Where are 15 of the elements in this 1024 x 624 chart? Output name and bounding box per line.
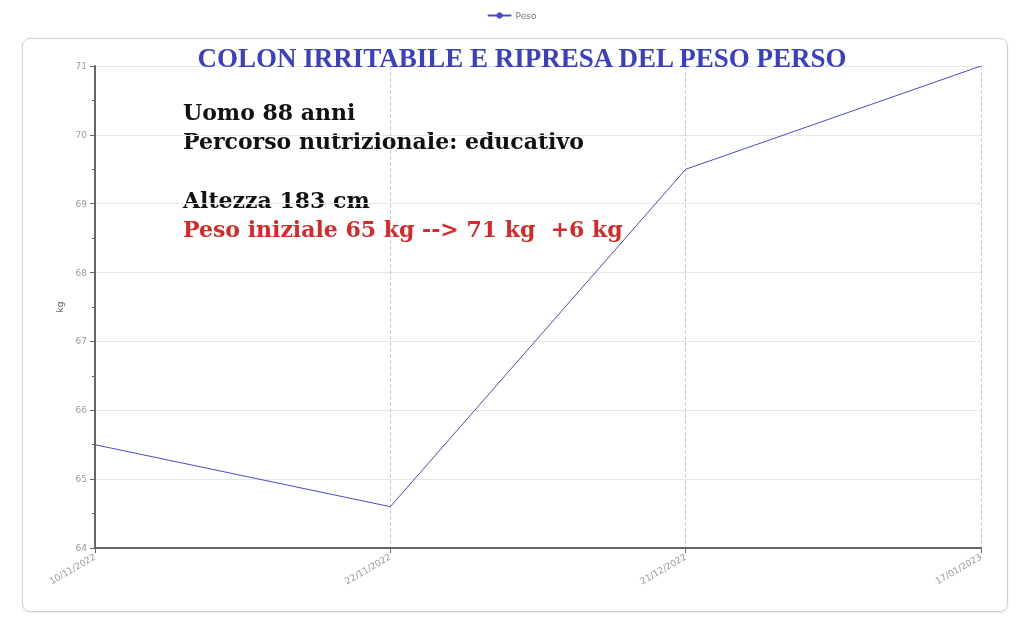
annotation: Percorso nutrizionale: educativo — [183, 128, 584, 154]
annotation: Uomo 88 anni — [183, 99, 356, 125]
line-series — [94, 65, 982, 508]
y-tick-label: 64 — [75, 543, 88, 553]
y-tick-label: 69 — [75, 198, 88, 209]
annotation: Peso iniziale 65 kg --> 71 kg +6 kg — [183, 216, 623, 242]
chart-title: COLON IRRITABILE E RIPRESA DEL PESO PERSO — [197, 42, 847, 73]
legend-label: Peso — [515, 10, 537, 21]
y-tick-label: 66 — [75, 405, 88, 416]
y-tick-label: 68 — [75, 267, 88, 278]
y-tick-label: 71 — [75, 61, 87, 71]
y-tick-label: 70 — [75, 129, 88, 140]
y-axis-title: kg — [55, 301, 66, 313]
y-tick-label: 65 — [75, 474, 87, 485]
y-tick-label: 67 — [75, 336, 87, 347]
